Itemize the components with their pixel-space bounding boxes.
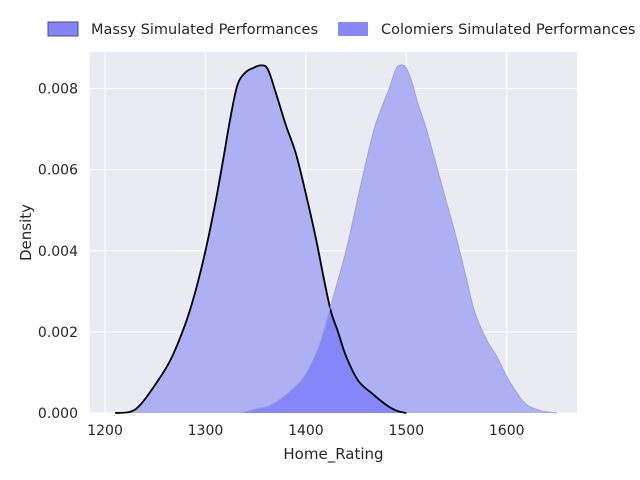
x-tick-label: 1500: [388, 423, 424, 439]
y-tick-label: 0.006: [38, 163, 78, 179]
x-tick-label: 1300: [188, 423, 224, 439]
density-line-colomiers: [240, 64, 557, 414]
y-tick-label: 0.002: [38, 325, 78, 341]
y-tick-label: 0.000: [38, 406, 78, 422]
y-axis-ticks: 0.000 0.002 0.004 0.006 0.008: [38, 82, 78, 422]
legend: Massy Simulated Performances Colomiers Si…: [47, 21, 635, 38]
legend-swatch: [47, 21, 79, 37]
x-tick-label: 1600: [489, 423, 525, 439]
x-axis-label: Home_Rating: [283, 445, 383, 464]
y-tick-label: 0.008: [38, 82, 78, 98]
legend-swatch: [338, 22, 368, 36]
legend-label: Massy Simulated Performances: [91, 22, 318, 38]
x-axis-ticks: 1200 1300 1400 1500 1600: [87, 423, 524, 439]
x-tick-label: 1400: [288, 423, 324, 439]
density-line-massy: [115, 64, 407, 414]
density-area-colomiers: [240, 64, 557, 414]
y-axis-label: Density: [17, 204, 35, 261]
density-areas: [115, 64, 557, 414]
legend-label: Colomiers Simulated Performances: [381, 22, 635, 38]
x-tick-label: 1200: [87, 423, 123, 439]
y-tick-label: 0.004: [38, 244, 78, 260]
